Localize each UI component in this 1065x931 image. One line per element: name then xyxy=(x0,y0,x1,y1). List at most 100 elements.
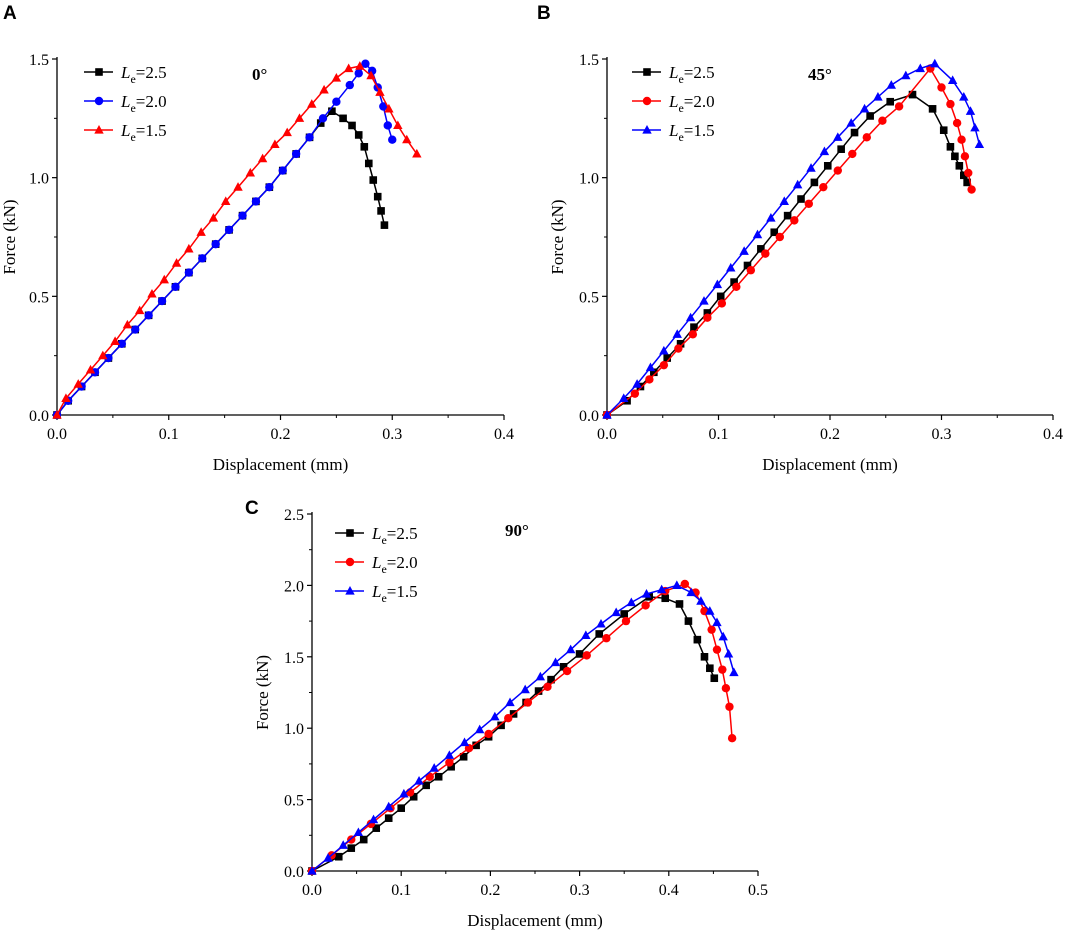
data-point xyxy=(866,112,874,120)
angle-annotation: 45° xyxy=(808,65,832,84)
legend-marker xyxy=(643,68,651,76)
data-point xyxy=(383,121,392,130)
data-point xyxy=(684,617,693,625)
data-point xyxy=(520,684,530,694)
data-point xyxy=(804,199,814,208)
data-point xyxy=(730,278,738,286)
data-point xyxy=(245,167,256,177)
data-point xyxy=(645,375,654,384)
data-point xyxy=(957,135,966,144)
data-point xyxy=(117,339,127,348)
data-point xyxy=(725,702,734,711)
angle-annotation: 0° xyxy=(252,65,267,84)
data-point xyxy=(559,662,568,671)
data-point xyxy=(663,354,672,362)
data-point xyxy=(946,143,955,151)
data-point xyxy=(318,114,328,123)
data-point xyxy=(196,227,206,236)
data-point xyxy=(833,166,843,175)
data-point xyxy=(464,743,474,753)
data-point xyxy=(270,139,280,149)
data-point xyxy=(602,634,611,643)
data-point xyxy=(208,213,219,222)
data-point xyxy=(265,182,274,192)
data-point xyxy=(726,262,736,272)
data-point xyxy=(761,249,770,258)
data-point xyxy=(779,196,789,205)
chart-panel-b: B 0.0 0.1 0.2 0.3 0.4 0.0 0.5 1.0 1.5 Displacement… xyxy=(537,3,1063,474)
data-point xyxy=(700,653,709,661)
y-tick-label: 0.0 xyxy=(284,864,304,881)
y-tick-label: 0.0 xyxy=(29,408,49,425)
data-point xyxy=(974,139,985,149)
legend-value: =2.5 xyxy=(684,63,715,82)
data-point xyxy=(368,814,379,824)
data-point xyxy=(833,132,843,141)
x-tick-label: 0.4 xyxy=(659,882,679,899)
y-tick-label: 0.5 xyxy=(29,289,49,306)
legend-marker xyxy=(345,557,355,567)
data-point xyxy=(134,305,145,315)
data-point xyxy=(703,309,712,317)
y-tick-label: 0.5 xyxy=(284,793,304,810)
data-point xyxy=(674,344,683,353)
data-point xyxy=(970,122,980,132)
data-point xyxy=(294,113,305,122)
series-1 xyxy=(53,107,389,419)
data-point xyxy=(908,90,917,99)
data-point xyxy=(171,258,182,267)
series-2 xyxy=(307,579,737,876)
y-tick-label: 1.5 xyxy=(29,52,49,69)
legend-label: Le=1.5 xyxy=(371,582,418,605)
legend-marker xyxy=(94,96,104,106)
data-point xyxy=(147,288,157,298)
legend: Le=2.5Le=2.0Le=1.5 xyxy=(335,524,418,605)
series-line xyxy=(311,596,715,872)
data-point xyxy=(915,63,926,73)
data-point xyxy=(445,758,454,767)
x-tick-label: 0.3 xyxy=(570,882,590,899)
data-point xyxy=(967,185,976,194)
angle-annotation: 90° xyxy=(505,521,529,540)
legend: Le=2.5Le=2.0Le=1.5 xyxy=(84,63,167,144)
data-point xyxy=(723,648,734,658)
data-point xyxy=(490,711,500,721)
data-point xyxy=(198,254,207,263)
data-point xyxy=(766,213,776,222)
legend-marker xyxy=(94,125,104,134)
data-point xyxy=(706,664,714,673)
series-2 xyxy=(52,59,397,420)
data-point xyxy=(672,329,682,338)
data-point xyxy=(361,59,370,68)
data-point xyxy=(930,58,940,68)
data-point xyxy=(373,192,382,201)
data-point xyxy=(743,261,752,270)
legend-symbol: L xyxy=(668,63,678,82)
data-point xyxy=(221,196,231,205)
legend-marker xyxy=(345,586,355,595)
data-point xyxy=(369,176,378,184)
data-point xyxy=(238,211,247,220)
data-point xyxy=(721,684,731,693)
data-point xyxy=(792,179,803,189)
data-point xyxy=(611,607,621,617)
data-point xyxy=(429,763,439,772)
data-point xyxy=(676,340,685,348)
data-point xyxy=(535,671,546,681)
data-point xyxy=(873,91,883,101)
data-point xyxy=(641,588,652,598)
data-point xyxy=(632,379,642,388)
data-point xyxy=(355,61,365,70)
data-point xyxy=(960,152,970,161)
data-point xyxy=(775,232,785,242)
data-point xyxy=(159,274,169,284)
x-axis-label: Displacement (mm) xyxy=(467,911,603,930)
data-point xyxy=(705,606,715,615)
data-point xyxy=(332,97,341,106)
data-point xyxy=(686,587,696,597)
x-tick-label: 0.0 xyxy=(302,882,322,899)
legend-symbol: L xyxy=(371,524,381,543)
legend-subscript: e xyxy=(130,72,135,86)
legend-symbol: L xyxy=(120,92,130,111)
legend-value: =1.5 xyxy=(136,121,167,140)
